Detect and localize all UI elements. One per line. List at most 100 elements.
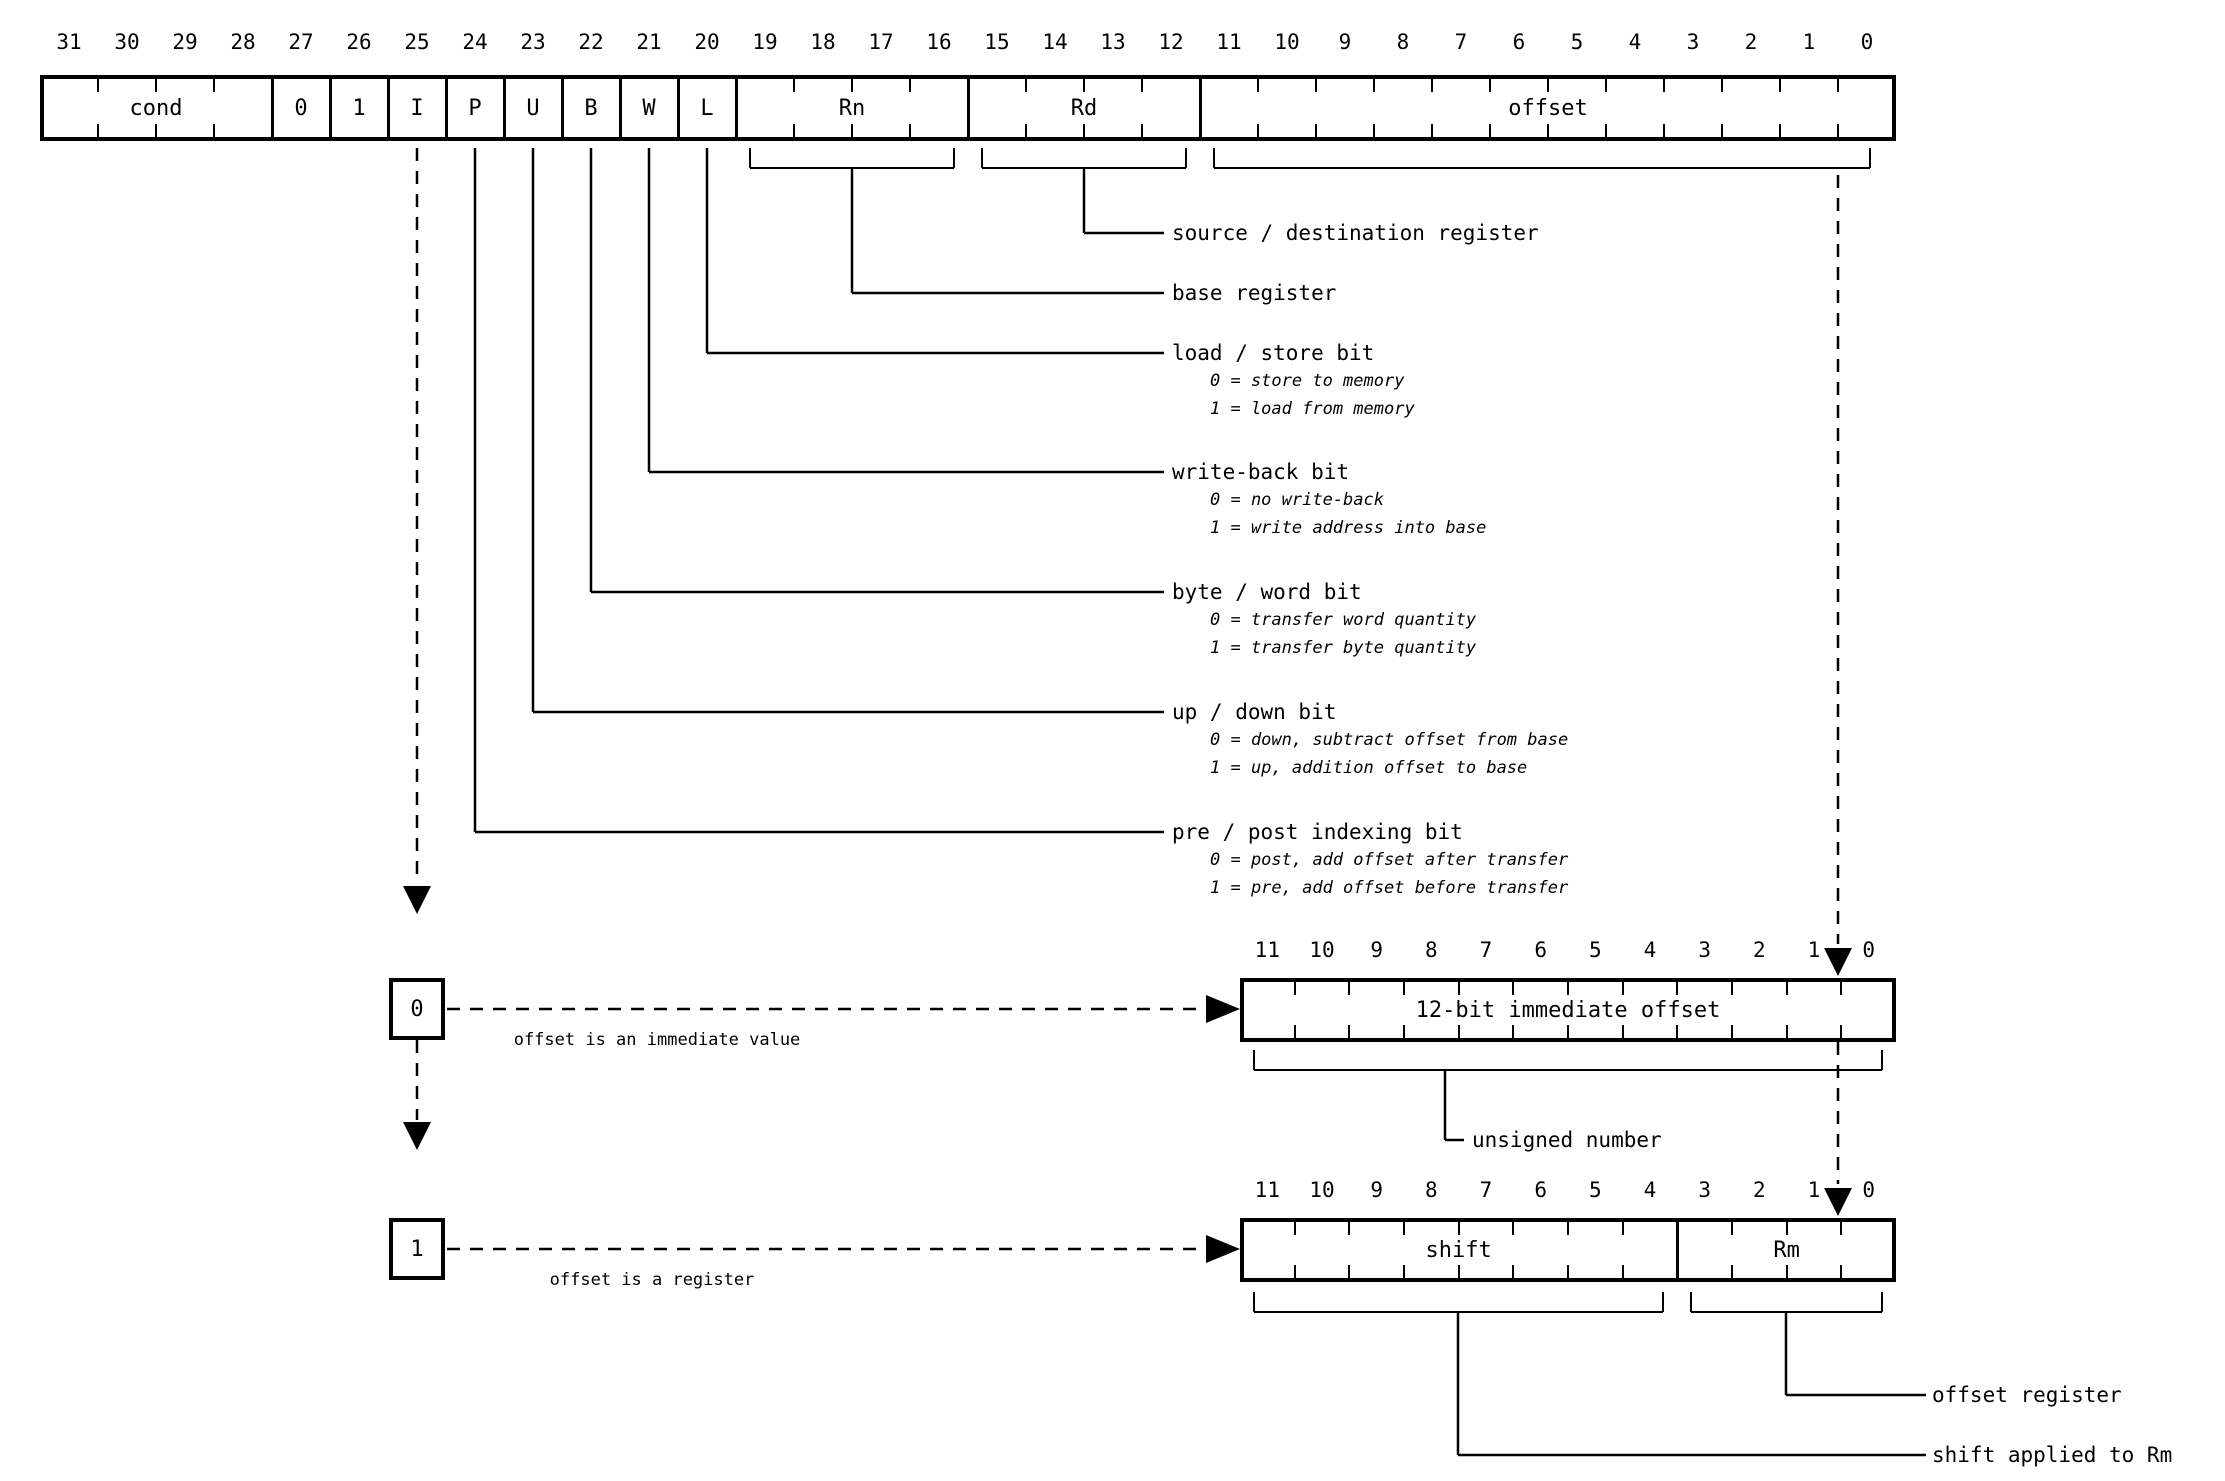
bit-number: 11 (1254, 1178, 1280, 1202)
bit-number: 13 (1100, 30, 1126, 54)
bit-tick (1512, 982, 1515, 995)
bit-tick (1141, 124, 1143, 137)
bit-number: 0 (1862, 1178, 1875, 1202)
bit-number: 25 (404, 30, 430, 54)
bit-tick (213, 124, 215, 137)
byte-word-annotation-title: byte / word bit (1172, 580, 1362, 604)
bit-tick (1293, 982, 1296, 995)
bit-number: 7 (1479, 1178, 1493, 1202)
bit-tick (97, 79, 99, 92)
field-w: W (642, 95, 656, 121)
right-arrow-icon (1206, 995, 1240, 1023)
field-separator (386, 79, 390, 137)
bit-number: 18 (810, 30, 836, 54)
bit-tick (1512, 1265, 1515, 1278)
up-down-annotation-title: up / down bit (1172, 700, 1337, 724)
bit-tick (1621, 1222, 1624, 1235)
bit-tick (909, 124, 911, 137)
bit-tick (1403, 1222, 1405, 1235)
bit-number: 8 (1425, 1178, 1438, 1202)
field-shift: shift (1425, 1237, 1492, 1263)
field-separator (676, 79, 680, 137)
bit-number: 7 (1454, 30, 1468, 54)
bit-tick (155, 79, 157, 92)
load-store-connector (705, 148, 1164, 355)
field-separator (966, 79, 970, 137)
bit-number: 17 (868, 30, 894, 54)
bit-number: 8 (1425, 938, 1438, 962)
bit-tick (1348, 982, 1351, 995)
bit-number: 14 (1042, 30, 1068, 54)
down-arrow-icon (1824, 948, 1852, 976)
up-down-connector (531, 148, 1164, 714)
field-separator (1198, 79, 1202, 137)
field-separator (734, 79, 738, 137)
bit-tick (1403, 982, 1405, 995)
field-separator (444, 79, 448, 137)
bit-number: 9 (1370, 1178, 1383, 1202)
load-store-annotation-line: 1 = load from memory (1210, 399, 1415, 419)
write-back-annotation-line: 0 = no write-back (1210, 490, 1384, 510)
byte-word-annotation-line: 1 = transfer byte quantity (1210, 638, 1477, 658)
bit-tick (1621, 1265, 1624, 1278)
bit-tick (1489, 79, 1491, 92)
bit-number: 29 (172, 30, 198, 54)
bit-number: 28 (230, 30, 256, 54)
bit-tick (1348, 1025, 1351, 1038)
field-separator (560, 79, 564, 137)
bit-tick (97, 124, 99, 137)
offset-flow-dashed-connector (1824, 175, 1852, 1216)
down-arrow-icon (1824, 1188, 1852, 1216)
bit-tick (1293, 1222, 1296, 1235)
up-down-annotation-line: 1 = up, addition offset to base (1210, 758, 1528, 778)
field-cond: cond (129, 95, 183, 121)
load-store-annotation-line: 0 = store to memory (1210, 371, 1405, 391)
bit-number: 6 (1512, 30, 1526, 54)
rn-annotation-title: base register (1172, 281, 1337, 305)
bit-number: 30 (114, 30, 140, 54)
bit-tick (1785, 1222, 1788, 1235)
field-i: I (410, 95, 424, 121)
bit-tick (1721, 124, 1723, 137)
bit-tick (1840, 982, 1843, 995)
bit-tick (793, 124, 795, 137)
bit-number: 5 (1570, 30, 1584, 54)
bit-tick (155, 124, 157, 137)
bit-number: 1 (1802, 30, 1816, 54)
field-1: 1 (352, 95, 366, 121)
bit-number: 16 (926, 30, 952, 54)
rd-annotation-title: source / destination register (1172, 221, 1539, 245)
bit-tick (1840, 1025, 1843, 1038)
pre-post-connector (473, 148, 1164, 834)
pre-post-annotation-line: 0 = post, add offset after transfer (1210, 850, 1569, 870)
bit-tick (1840, 1222, 1843, 1235)
register-branch-caption: offset is a register (549, 1270, 755, 1290)
field-0: 0 (294, 95, 308, 121)
bit-number: 27 (288, 30, 314, 54)
unsigned-number-label: unsigned number (1472, 1128, 1662, 1152)
down-arrow-icon (403, 886, 431, 914)
bit-tick (1083, 79, 1085, 92)
bit-tick (1457, 1222, 1460, 1235)
bit-number: 2 (1753, 938, 1766, 962)
rd-connector (981, 148, 1187, 235)
i-bit-dashed-connector (403, 148, 431, 914)
bit-tick (1431, 124, 1433, 137)
bit-tick (1257, 124, 1259, 137)
bit-tick (1257, 79, 1259, 92)
bit-number: 11 (1216, 30, 1242, 54)
bit-tick (1457, 1265, 1460, 1278)
bit-tick (1547, 124, 1549, 137)
bit-tick (1567, 1222, 1569, 1235)
bit-tick (1567, 982, 1569, 995)
register-selector-value: 1 (410, 1236, 424, 1262)
write-back-connector (647, 148, 1164, 474)
bit-tick (1663, 79, 1665, 92)
bit-tick (1676, 982, 1679, 995)
bit-tick (1457, 1025, 1460, 1038)
offset-register-connector (1690, 1292, 1926, 1397)
bit-number: 5 (1589, 1178, 1602, 1202)
bit-tick (1731, 982, 1733, 995)
bit-number: 12 (1158, 30, 1184, 54)
